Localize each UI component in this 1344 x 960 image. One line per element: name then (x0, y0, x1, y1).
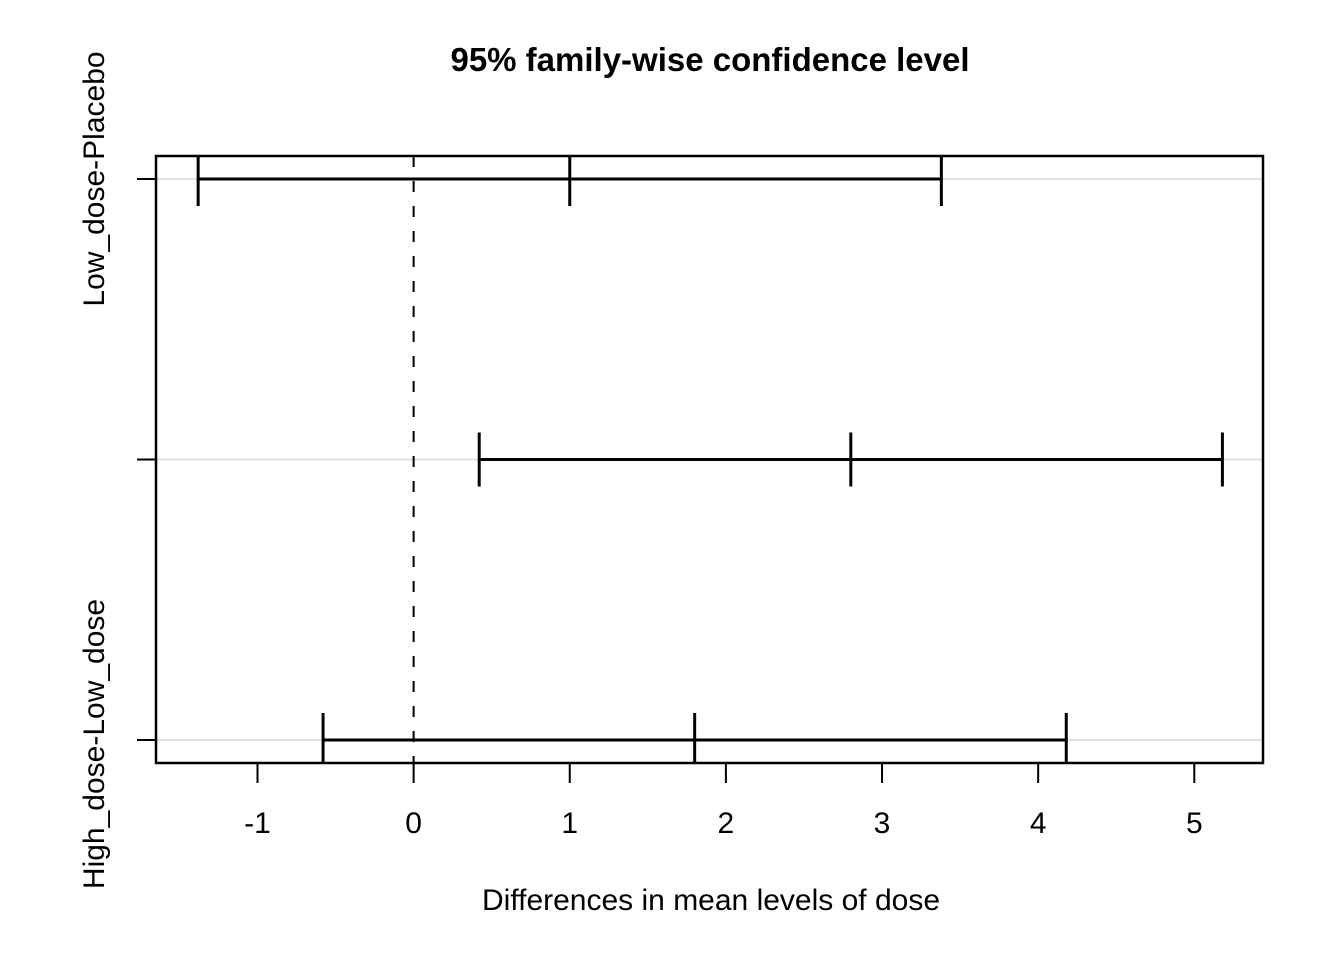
x-axis-label: Differences in mean levels of dose (481, 884, 941, 917)
y-axis-label-low-dose-placebo: Low_dose-Placebo (78, 51, 111, 307)
chart-title: 95% family-wise confidence level (450, 41, 970, 78)
x-tick-label: 2 (718, 807, 735, 840)
x-tick-label: 0 (405, 807, 422, 840)
y-axis-label-high-dose-low-dose: High_dose-Low_dose (78, 598, 111, 890)
x-tick-label: 5 (1186, 807, 1203, 840)
x-tick-label: 1 (561, 807, 578, 840)
x-tick-label: 4 (1030, 807, 1047, 840)
x-tick-label: 3 (874, 807, 891, 840)
x-tick-label: -1 (244, 807, 271, 840)
